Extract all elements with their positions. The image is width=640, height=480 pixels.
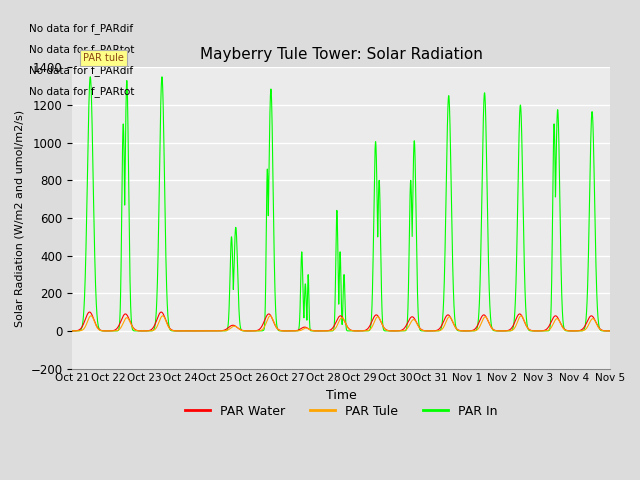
Text: No data for f_PARdif: No data for f_PARdif bbox=[29, 65, 134, 76]
Title: Mayberry Tule Tower: Solar Radiation: Mayberry Tule Tower: Solar Radiation bbox=[200, 47, 483, 62]
Legend: PAR Water, PAR Tule, PAR In: PAR Water, PAR Tule, PAR In bbox=[180, 399, 502, 422]
Y-axis label: Solar Radiation (W/m2 and umol/m2/s): Solar Radiation (W/m2 and umol/m2/s) bbox=[15, 109, 25, 326]
X-axis label: Time: Time bbox=[326, 389, 356, 402]
Text: PAR tule: PAR tule bbox=[83, 53, 124, 63]
Text: No data for f_PARdif: No data for f_PARdif bbox=[29, 23, 134, 34]
Text: No data for f_PARtot: No data for f_PARtot bbox=[29, 44, 135, 55]
Text: No data for f_PARtot: No data for f_PARtot bbox=[29, 86, 135, 97]
